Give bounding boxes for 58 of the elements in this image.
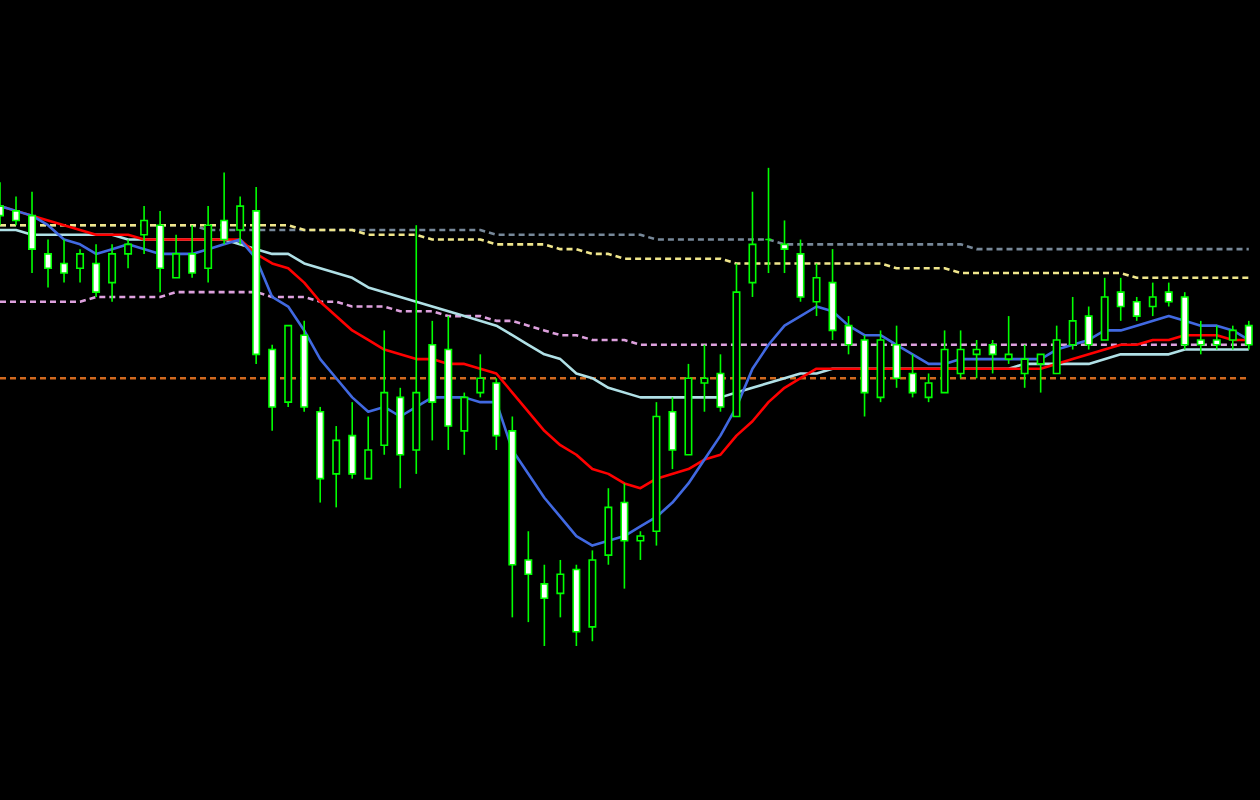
candlestick	[1180, 291, 1189, 351]
candlestick	[540, 563, 549, 647]
candlestick	[796, 238, 805, 303]
candlestick	[716, 353, 725, 413]
candlestick	[332, 425, 341, 509]
candlestick	[60, 238, 69, 284]
candlestick	[844, 315, 853, 356]
candlestick	[28, 190, 37, 274]
candlestick	[1100, 277, 1109, 341]
candlestick	[140, 205, 149, 255]
candlestick	[1148, 281, 1157, 317]
candlestick	[1132, 296, 1141, 322]
candlestick	[524, 530, 533, 623]
candlestick	[1228, 324, 1237, 351]
candlestick	[1004, 315, 1013, 365]
candlestick	[1116, 277, 1125, 322]
candlestick	[556, 559, 565, 619]
candlestick	[700, 343, 709, 413]
candlestick	[92, 243, 101, 298]
candlestick	[1196, 320, 1205, 356]
candlestick	[972, 339, 981, 380]
candlestick	[780, 219, 789, 274]
candlestick	[156, 210, 165, 293]
candlestick	[956, 329, 965, 380]
candlestick	[828, 248, 837, 341]
candlestick	[44, 238, 53, 289]
candlestick	[940, 329, 949, 394]
candlestick	[476, 353, 485, 399]
candlestick	[188, 224, 197, 279]
candlestick	[108, 243, 117, 303]
candlestick	[1084, 305, 1093, 351]
candlestick	[668, 396, 677, 470]
candlestick	[636, 530, 645, 561]
candlestick	[988, 339, 997, 375]
candlestick	[204, 205, 213, 284]
candlestick	[220, 171, 229, 246]
candlestick	[12, 195, 21, 227]
candlestick	[1164, 281, 1173, 308]
candlestick	[1036, 353, 1045, 394]
candlestick	[460, 391, 469, 456]
candlestick	[748, 190, 757, 298]
candlestick	[364, 415, 373, 480]
candlestick	[1052, 324, 1061, 375]
candlestick	[1020, 343, 1029, 389]
candlestick	[1068, 296, 1077, 351]
candlestick	[892, 324, 901, 389]
candlestick	[236, 195, 245, 246]
candlestick	[124, 238, 133, 270]
candlestick	[172, 233, 181, 279]
candlestick	[620, 482, 629, 590]
candlestick	[76, 248, 85, 284]
candlestick	[604, 487, 613, 566]
candlestick	[812, 262, 821, 317]
candlestick	[348, 401, 357, 480]
candlestick	[908, 353, 917, 399]
candlestick	[1244, 320, 1253, 351]
candlestick	[1212, 324, 1221, 351]
candlestick	[924, 372, 933, 403]
